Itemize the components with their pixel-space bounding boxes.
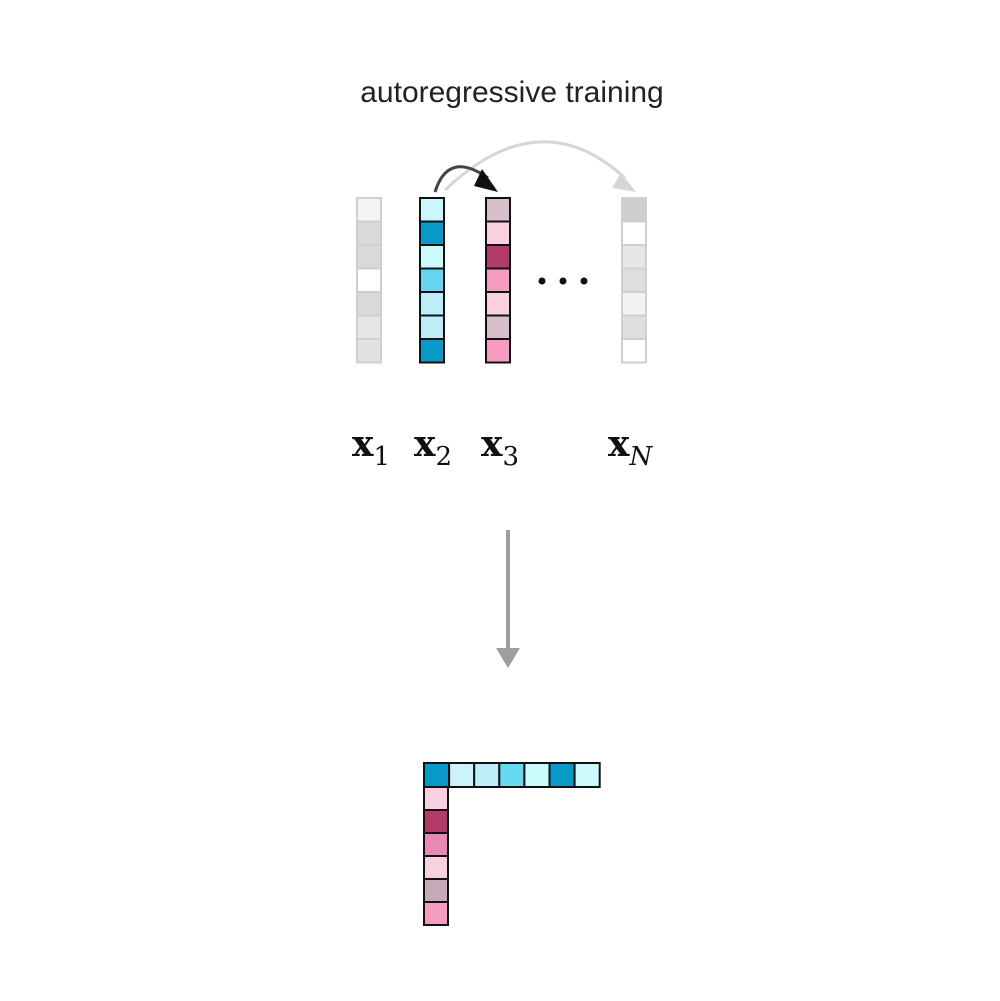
- cell: [621, 291, 647, 317]
- label: x1: [352, 423, 390, 472]
- cell: [423, 809, 449, 834]
- cell: [419, 197, 445, 223]
- label-sub: 3: [502, 442, 519, 472]
- cell: [419, 244, 445, 270]
- label-base: x: [414, 423, 436, 465]
- cell: [423, 832, 449, 857]
- cell: [356, 314, 382, 340]
- cell: [485, 267, 511, 293]
- cell: [423, 762, 451, 788]
- label-sub: 1: [373, 442, 390, 472]
- cell: [419, 220, 445, 246]
- label: xN: [608, 423, 653, 472]
- cell: [473, 762, 501, 788]
- cell: [419, 291, 445, 317]
- label-base: x: [481, 423, 503, 465]
- cell: [356, 197, 382, 223]
- cell: [419, 338, 445, 364]
- cell: [448, 762, 476, 788]
- cell: [423, 901, 449, 926]
- cell: [485, 197, 511, 223]
- cell: [485, 220, 511, 246]
- cell: [356, 220, 382, 246]
- cell: [356, 338, 382, 364]
- cell: [423, 878, 449, 903]
- dot: [559, 277, 567, 285]
- cell: [621, 338, 647, 364]
- cell: [419, 267, 445, 293]
- cell: [621, 244, 647, 270]
- arrow-head: [612, 173, 636, 192]
- dot: [580, 277, 588, 285]
- combined: [423, 762, 601, 926]
- cell: [621, 220, 647, 246]
- cell: [621, 267, 647, 293]
- cell: [485, 244, 511, 270]
- cell: [356, 291, 382, 317]
- cell: [523, 762, 551, 788]
- dot: [538, 277, 546, 285]
- arrow-head: [474, 169, 498, 192]
- cell: [573, 762, 601, 788]
- skip-arrow: [443, 140, 627, 192]
- cell: [621, 197, 647, 223]
- label-sub: N: [628, 442, 653, 472]
- arrow-head: [496, 648, 520, 668]
- label-base: x: [608, 423, 630, 465]
- cell: [548, 762, 576, 788]
- label: x2: [414, 423, 452, 472]
- title: autoregressive training: [360, 76, 664, 109]
- label-sub: 2: [435, 442, 452, 472]
- label: x3: [481, 423, 519, 472]
- columns: [356, 197, 647, 364]
- cell: [419, 314, 445, 340]
- cell: [423, 786, 449, 811]
- cell: [498, 762, 526, 788]
- cell: [356, 267, 382, 293]
- cell: [485, 314, 511, 340]
- cell: [485, 291, 511, 317]
- cell: [356, 244, 382, 270]
- cell: [423, 855, 449, 880]
- cell: [485, 338, 511, 364]
- label-base: x: [352, 423, 374, 465]
- labels: x1 x2 x3 xN: [352, 423, 653, 472]
- cell: [621, 314, 647, 340]
